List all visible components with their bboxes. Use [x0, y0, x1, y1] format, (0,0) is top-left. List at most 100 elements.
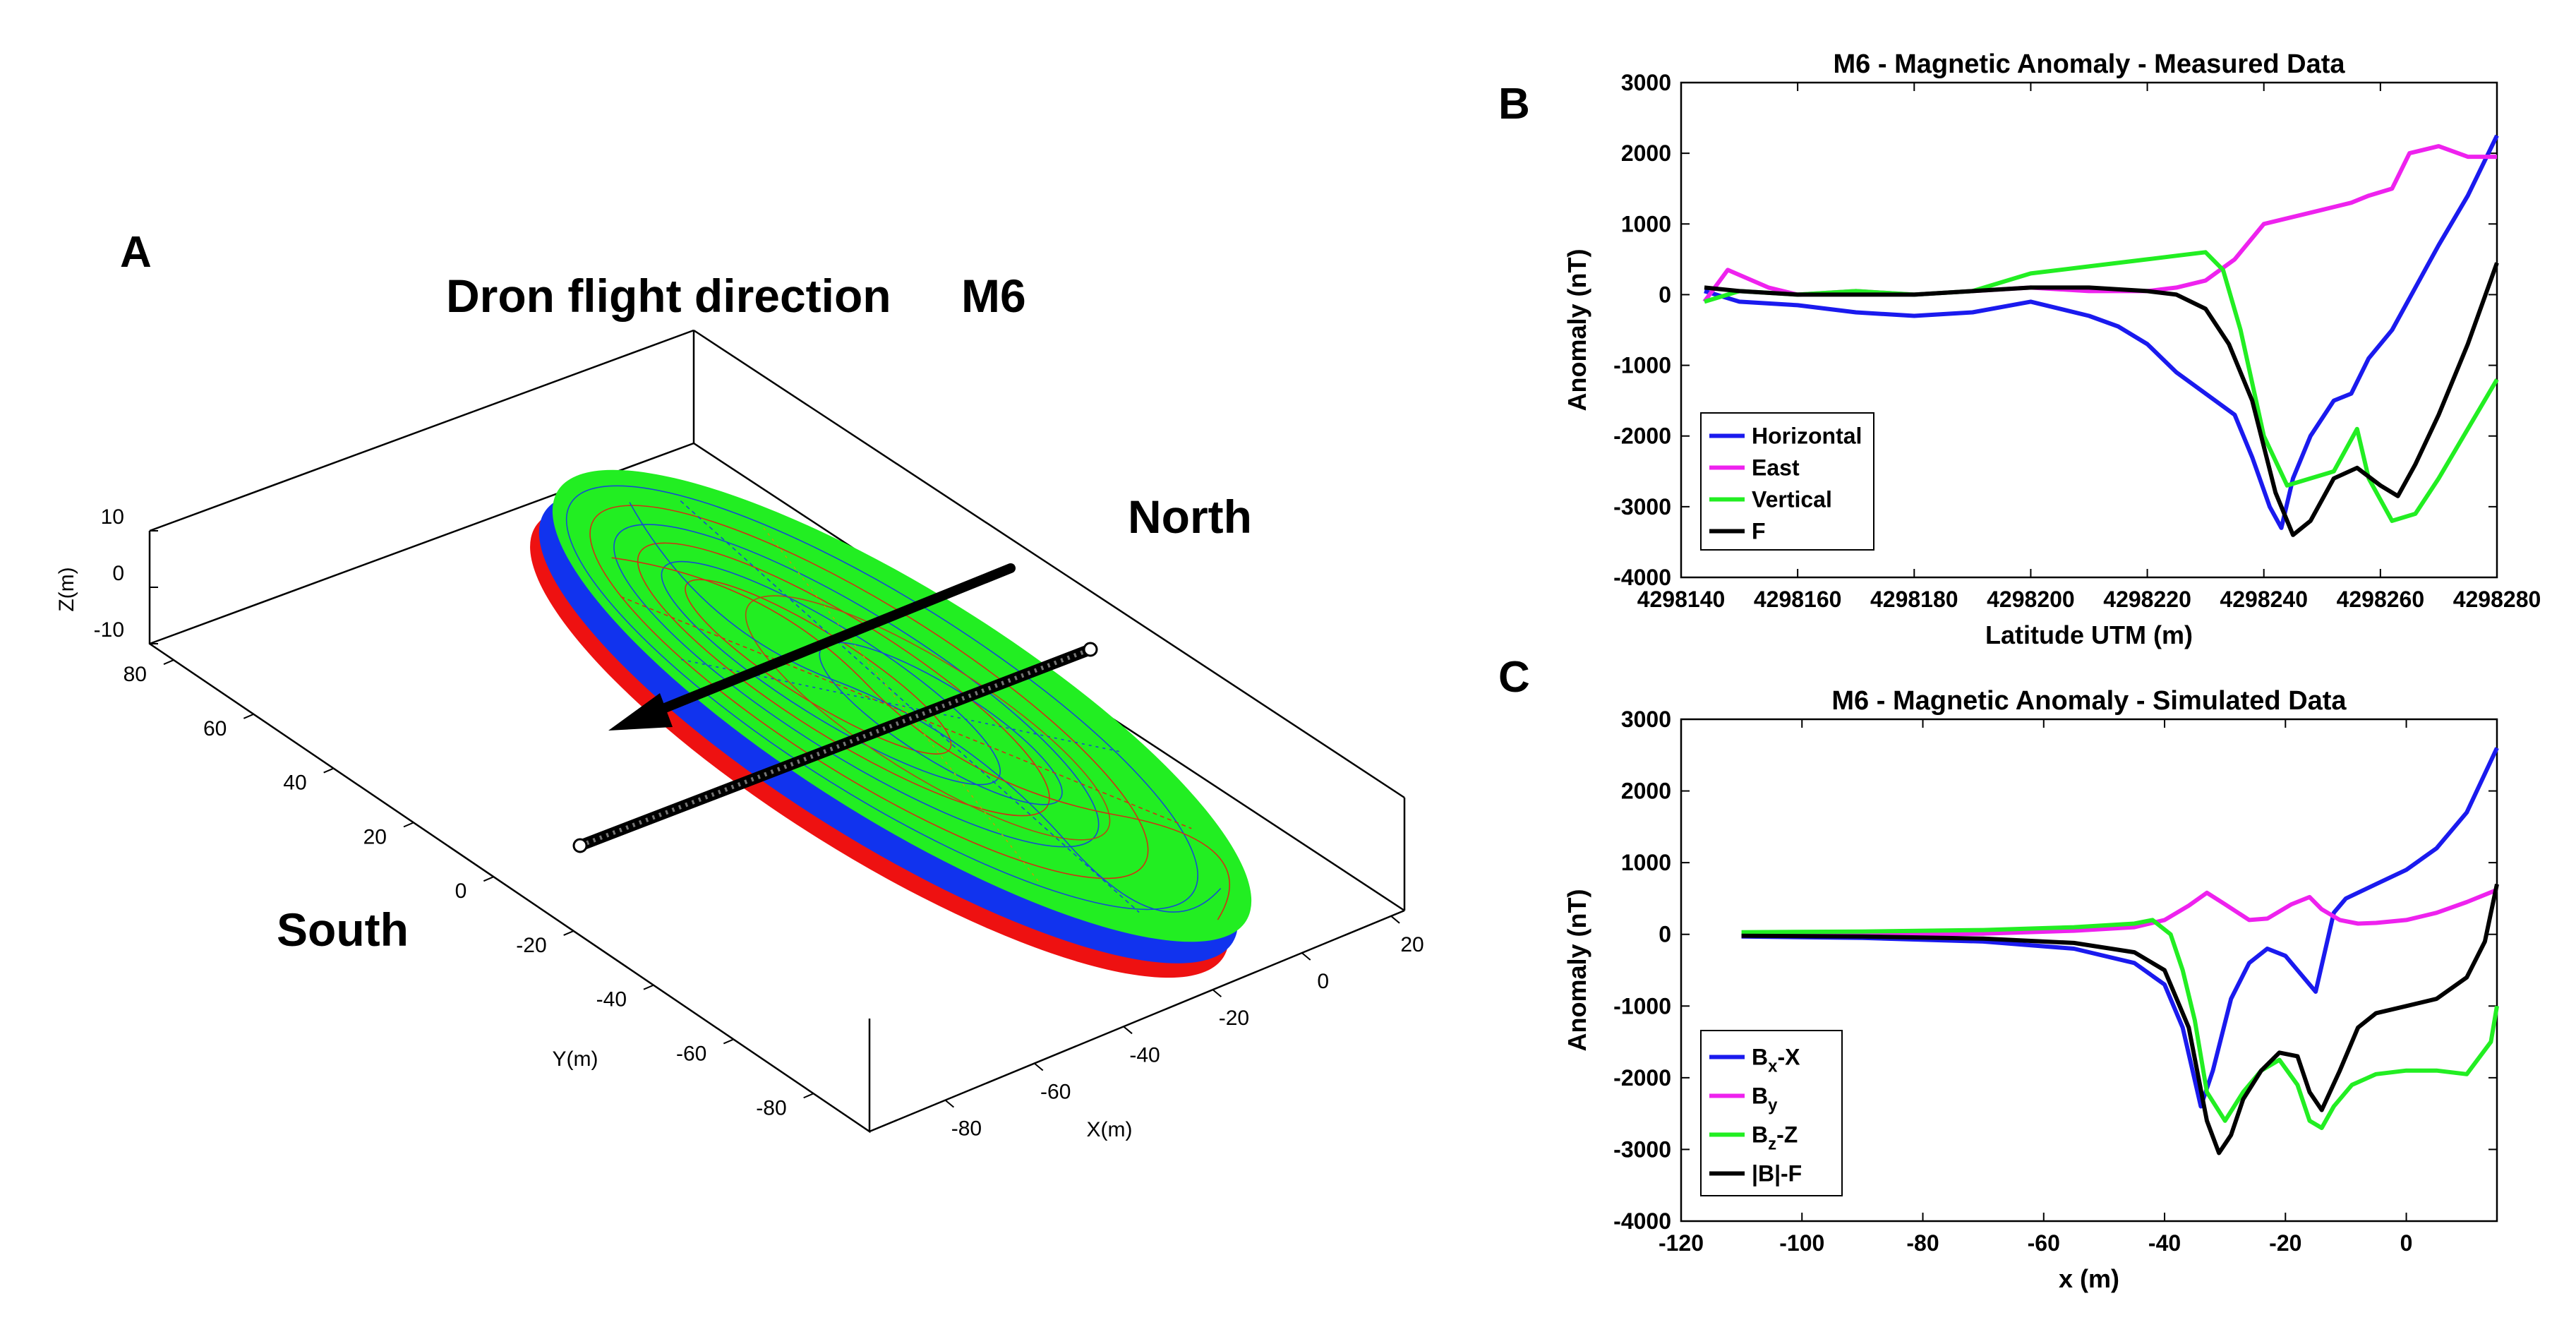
legend-label: F	[1752, 519, 1766, 544]
z-tick-label: -10	[94, 618, 124, 642]
y-tick-mark	[563, 930, 574, 936]
y-tick-label: -4000	[1613, 565, 1671, 590]
legend-label: |B|-F	[1752, 1161, 1802, 1187]
x-axis-label: Latitude UTM (m)	[1985, 620, 2193, 649]
x-tick-label: -80	[951, 1117, 982, 1141]
chart-title: M6 - Magnetic Anomaly - Simulated Data	[1831, 686, 2347, 716]
y-tick-label: -1000	[1613, 353, 1671, 378]
x-tick-label: -120	[1659, 1230, 1704, 1256]
legend-label: Horizontal	[1752, 424, 1862, 449]
x-tick-label: 0	[1317, 970, 1329, 993]
x-tick-label: -60	[1040, 1080, 1071, 1103]
flight-path-start-marker	[572, 838, 588, 853]
x-tick-mark	[944, 1099, 955, 1108]
y-tick-label: -1000	[1613, 993, 1671, 1019]
y-axis: Y(m) 80 60 40 20 0 -20 -40 -60 -80	[124, 659, 814, 1119]
legend-label: Bx-X	[1752, 1045, 1800, 1076]
x-tick-mark	[1301, 952, 1311, 961]
drone-flight-path	[572, 642, 1098, 853]
x-tick-label: -60	[2028, 1230, 2060, 1256]
panel-a-label: A	[120, 228, 152, 277]
y-axis-label: Anomaly (nT)	[1563, 249, 1591, 412]
y-tick-label: -60	[676, 1042, 706, 1065]
annotation-north: North	[1128, 491, 1252, 543]
y-tick-label: -20	[516, 934, 546, 957]
z-axis: 10 0 -10 Z(m)	[55, 505, 158, 644]
y-tick-label: 3000	[1621, 707, 1671, 732]
panel-c-label: C	[1498, 653, 1530, 702]
series-line-1	[1741, 747, 2499, 1109]
series-line-1	[1704, 134, 2499, 530]
x-tick-label: 4298280	[2453, 587, 2541, 612]
y-tick-label: 1000	[1621, 850, 1671, 875]
arrow-head-icon	[608, 693, 673, 731]
y-tick-label: 0	[1659, 282, 1671, 307]
legend-label: Bz-Z	[1752, 1122, 1798, 1154]
panel-b: B M6 - Magnetic Anomaly - Measured Data 3…	[1498, 49, 2541, 649]
legend-label: East	[1752, 455, 1800, 481]
y-tick-mark	[403, 822, 414, 828]
x-tick-label: -80	[1906, 1230, 1939, 1256]
x-tick-mark	[1034, 1062, 1044, 1071]
x-axis-label: X(m)	[1087, 1118, 1133, 1141]
x-tick-label: 4298220	[2103, 587, 2191, 612]
series-line-4	[1704, 262, 2499, 537]
box-front-right-bottom-edge	[869, 909, 1405, 1133]
x-tick-label: 4298160	[1754, 587, 1842, 612]
legend-label: By	[1752, 1083, 1778, 1115]
annotation-model-id: M6	[961, 270, 1026, 322]
y-tick-label: 80	[124, 663, 147, 686]
annotation-south: South	[277, 903, 409, 956]
x-tick-mark	[1123, 1026, 1133, 1035]
z-tick-label: 10	[101, 505, 124, 529]
y-tick-label: 60	[203, 717, 227, 740]
x-tick-mark	[1390, 915, 1400, 924]
y-tick-label: -3000	[1613, 494, 1671, 520]
x-tick-label: 4298200	[1987, 587, 2075, 612]
y-tick-label: 2000	[1621, 779, 1671, 804]
y-tick-mark	[723, 1038, 734, 1045]
y-tick-label: -2000	[1613, 424, 1671, 449]
legend-box	[1700, 1030, 1843, 1196]
x-tick-label: 4298240	[2220, 587, 2308, 612]
x-axis: X(m) 20 0 -20 -40 -60 -80	[944, 915, 1424, 1141]
z-axis-label: Z(m)	[55, 567, 78, 611]
panel-a: A Dron flight direction M6 North South 1…	[55, 228, 1424, 1141]
x-tick-label: 4298180	[1870, 587, 1958, 612]
y-tick-label: 40	[283, 771, 306, 795]
legend-label: Vertical	[1752, 487, 1832, 512]
y-tick-mark	[643, 984, 654, 990]
panel-b-label: B	[1498, 80, 1530, 128]
y-tick-mark	[483, 876, 494, 882]
x-tick-label: 4298140	[1637, 587, 1726, 612]
y-tick-label: 1000	[1621, 211, 1671, 236]
x-tick-label: -20	[2269, 1230, 2301, 1256]
y-tick-mark	[163, 659, 174, 665]
y-tick-label: 3000	[1621, 70, 1671, 95]
y-tick-label: -3000	[1613, 1136, 1671, 1162]
x-tick-label: -40	[2148, 1230, 2181, 1256]
annotation-flight-direction: Dron flight direction	[446, 270, 891, 322]
flight-path-end-marker	[1083, 642, 1098, 657]
box-back-left-top-edge	[149, 329, 694, 532]
box-back-right-top-edge	[693, 329, 1405, 799]
y-tick-mark	[803, 1093, 814, 1099]
x-tick-label: 20	[1400, 933, 1424, 956]
panel-c: C M6 - Magnetic Anomaly - Simulated Data…	[1498, 653, 2499, 1293]
y-tick-label: 20	[363, 825, 387, 848]
disk-layer-green-top	[552, 469, 1252, 942]
x-tick-label: -20	[1219, 1007, 1249, 1030]
x-tick-label: -40	[1129, 1043, 1160, 1067]
chart-measured: M6 - Magnetic Anomaly - Measured Data 300…	[1563, 49, 2541, 649]
z-tick-label: 0	[112, 562, 124, 585]
y-tick-mark	[243, 713, 254, 719]
y-tick-label: -4000	[1613, 1208, 1671, 1234]
x-tick-label: -100	[1779, 1230, 1824, 1256]
y-tick-label: -40	[596, 988, 627, 1011]
y-tick-label: -2000	[1613, 1065, 1671, 1091]
flight-direction-arrow	[608, 563, 1016, 731]
x-axis-label: x (m)	[2059, 1264, 2119, 1293]
y-tick-label: -80	[756, 1096, 786, 1119]
chart-title: M6 - Magnetic Anomaly - Measured Data	[1834, 49, 2346, 79]
